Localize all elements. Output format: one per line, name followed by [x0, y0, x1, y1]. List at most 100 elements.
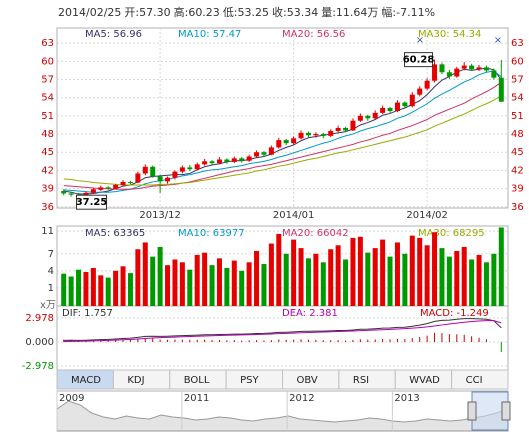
y-tick-label-right: 60: [511, 56, 524, 67]
y-tick-label-right: 45: [511, 147, 524, 158]
header: 2014/02/25 开:57.30 高:60.23 低:53.25 收:53.34 量:…: [58, 4, 438, 20]
candle-body: [127, 181, 133, 183]
volume-bar: [454, 250, 460, 306]
tab[interactable]: KDJ: [112, 369, 171, 390]
y-tick-label-right: 39: [511, 184, 524, 195]
marker-icon: ×: [494, 35, 502, 46]
volume-bar: [216, 258, 222, 306]
header-item: 2014/02/25: [58, 6, 122, 19]
header-item: 量:11.64万: [321, 6, 379, 19]
tab-label: OBV: [297, 375, 318, 386]
volume-bar: [491, 253, 497, 306]
volume-bar: [202, 252, 208, 306]
y-tick-label: 54: [41, 93, 54, 104]
candle-body: [216, 159, 222, 164]
candle-body: [239, 158, 245, 161]
candle-body: [202, 161, 208, 165]
volume-bar: [335, 245, 341, 306]
volume-bar: [446, 256, 452, 306]
legend-label: MA5: 56.96: [85, 29, 142, 40]
line: [63, 318, 502, 341]
candle-body: [165, 177, 171, 182]
y-tick-label: 48: [41, 129, 54, 140]
candle-body: [350, 120, 356, 131]
candle-body: [283, 140, 289, 144]
volume-bar: [409, 235, 415, 306]
legend-label: MACD: -1.249: [420, 308, 489, 319]
tab[interactable]: OBV: [282, 369, 340, 390]
candle-body: [298, 132, 304, 139]
volume-bar: [209, 265, 215, 306]
candle-body: [409, 94, 415, 107]
candle-body: [402, 102, 408, 107]
candle-body: [491, 70, 497, 78]
y-tick-label: 2.978: [25, 313, 54, 324]
volume-bar: [372, 248, 378, 306]
price-frame: [56, 27, 509, 209]
volume-bar: [291, 239, 297, 306]
tab[interactable]: CCI: [451, 369, 509, 390]
candle-body: [469, 65, 475, 70]
tab[interactable]: MACD: [56, 369, 114, 390]
candle-body: [98, 187, 104, 190]
volume-bar: [254, 250, 260, 306]
candle-body: [179, 167, 185, 172]
header-item: 幅:-7.11%: [381, 6, 436, 19]
candle-body: [187, 167, 193, 170]
volume-bar: [179, 262, 185, 306]
tab-label: WVAD: [409, 375, 440, 386]
candle-body: [328, 131, 334, 136]
volume-bar: [105, 277, 111, 306]
candle-body: [417, 88, 423, 95]
volume-bar: [246, 262, 252, 306]
legend-label: MA5: 63365: [85, 228, 145, 239]
y-tick-label: 36: [41, 202, 54, 213]
x-tick-label: 2014/01: [273, 210, 315, 221]
candle-body: [113, 184, 119, 189]
y-tick-label-right: 48: [511, 129, 524, 140]
y-tick-label-right: 42: [511, 165, 524, 176]
tab[interactable]: RSI: [338, 369, 396, 390]
tab[interactable]: PSY: [225, 369, 283, 390]
volume-bar: [239, 270, 245, 306]
y-tick-label: 39: [41, 184, 54, 195]
candle-body: [142, 166, 148, 174]
candle-body: [61, 191, 67, 194]
volume-bar: [142, 242, 148, 306]
legend-label: MA20: 66042: [282, 228, 349, 239]
marker-icon: ×: [416, 35, 424, 46]
volume-bar: [283, 253, 289, 306]
candle-body: [498, 77, 504, 102]
x-tick-label: 2014/02: [406, 210, 448, 221]
legend-label: MA10: 63977: [178, 228, 245, 239]
line: [63, 67, 502, 195]
x-tick-label: 2009: [59, 393, 84, 404]
volume-bar: [350, 237, 356, 306]
y-tick-label: 60: [41, 56, 54, 67]
y-tick-label: 45: [41, 147, 54, 158]
candle-body: [387, 108, 393, 112]
volume-bar: [461, 246, 467, 306]
volume-bar: [113, 270, 119, 306]
candle-body: [439, 64, 445, 73]
volume-bar: [357, 236, 363, 306]
candle-body: [261, 152, 267, 155]
candle-body: [446, 72, 452, 77]
x-tick-label: 2013: [394, 393, 419, 404]
y-tick-label: 57: [41, 75, 54, 86]
candle-body: [209, 161, 215, 164]
candle-body: [150, 166, 156, 177]
unit-label: x万: [40, 300, 56, 311]
legend-label: DIF: 1.757: [62, 308, 113, 319]
y-tick-label: 4: [48, 266, 54, 277]
candle-body: [135, 173, 141, 183]
tab[interactable]: WVAD: [394, 369, 453, 390]
candle-body: [335, 128, 341, 132]
tab[interactable]: BOLL: [169, 369, 227, 390]
volume-bar: [268, 243, 274, 306]
candle-body: [454, 68, 460, 77]
y-tick-label: 42: [41, 165, 54, 176]
tab-bg: [451, 369, 509, 390]
candle-body: [394, 102, 400, 112]
